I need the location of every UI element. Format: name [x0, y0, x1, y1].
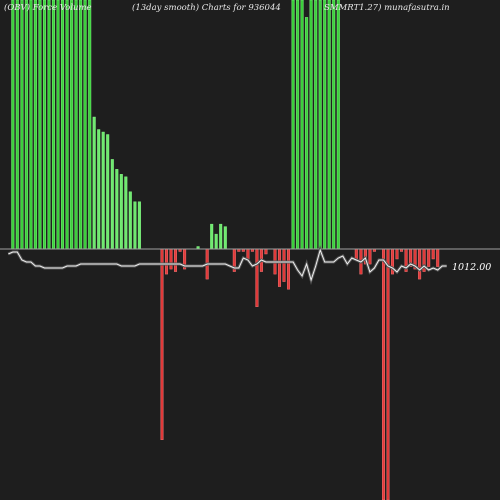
volume-bar — [314, 0, 318, 250]
volume-bar — [160, 248, 164, 441]
volume-bar — [173, 248, 177, 272]
chart-title: (13day smooth) Charts for 936044 — [132, 3, 281, 13]
volume-bar — [128, 191, 132, 250]
indicator-title: (OBV) Force Volume — [4, 3, 92, 13]
volume-bar — [52, 0, 56, 250]
volume-bar — [106, 134, 110, 250]
volume-bar — [29, 0, 33, 250]
volume-bar — [169, 248, 173, 270]
volume-bar — [33, 0, 37, 250]
volume-bar — [20, 0, 24, 250]
volume-bar — [318, 0, 322, 250]
volume-bar — [300, 0, 304, 250]
volume-bar — [61, 0, 65, 250]
volume-bar — [246, 248, 250, 260]
volume-bar — [92, 116, 96, 250]
volume-bar — [368, 248, 372, 265]
volume-bar — [101, 131, 105, 250]
volume-bar — [427, 248, 431, 267]
volume-bar — [223, 226, 227, 250]
volume-bar — [43, 0, 47, 250]
volume-bar — [70, 0, 74, 250]
volume-bar — [327, 0, 331, 250]
volume-bar — [88, 0, 92, 250]
volume-bar — [38, 0, 42, 250]
volume-bar — [83, 0, 87, 250]
volume-bar — [115, 169, 119, 250]
volume-bar — [15, 0, 19, 250]
volume-bar — [119, 174, 123, 250]
volume-bar — [47, 0, 51, 250]
volume-bar — [323, 0, 327, 250]
volume-bar — [436, 248, 440, 267]
volume-bar — [296, 0, 300, 250]
volume-bar — [11, 0, 15, 250]
volume-bar — [164, 248, 168, 275]
volume-bar — [56, 0, 60, 250]
volume-bar — [79, 0, 83, 250]
volume-bar — [354, 248, 358, 260]
volume-bar — [382, 248, 386, 500]
volume-bar — [291, 0, 295, 250]
volume-bar — [110, 159, 114, 250]
price-line — [8, 248, 447, 282]
volume-bar — [24, 0, 28, 250]
volume-bar — [137, 201, 141, 250]
volume-bar — [65, 0, 69, 250]
volume-bar — [332, 0, 336, 250]
volume-bar — [282, 248, 286, 282]
volume-bar — [210, 223, 214, 250]
site-label: SMMRT1.27) munafasutra.in — [324, 3, 450, 13]
volume-bar — [214, 233, 218, 250]
volume-bar — [124, 176, 128, 250]
volume-bar — [336, 0, 340, 250]
volume-bar — [431, 248, 435, 260]
volume-bar — [305, 17, 309, 250]
volume-bar — [97, 129, 101, 250]
volume-bar — [418, 248, 422, 280]
volume-bar — [219, 223, 223, 250]
volume-bar — [74, 0, 78, 250]
volume-bar — [133, 201, 137, 250]
price-label: 1012.00 — [452, 262, 492, 273]
volume-bar — [255, 248, 259, 307]
volume-bar — [395, 248, 399, 260]
volume-bar — [287, 248, 291, 290]
volume-bar — [386, 248, 390, 500]
volume-bar — [278, 248, 282, 287]
volume-bar — [264, 248, 268, 255]
volume-bar — [309, 0, 313, 250]
volume-bars — [11, 0, 440, 500]
